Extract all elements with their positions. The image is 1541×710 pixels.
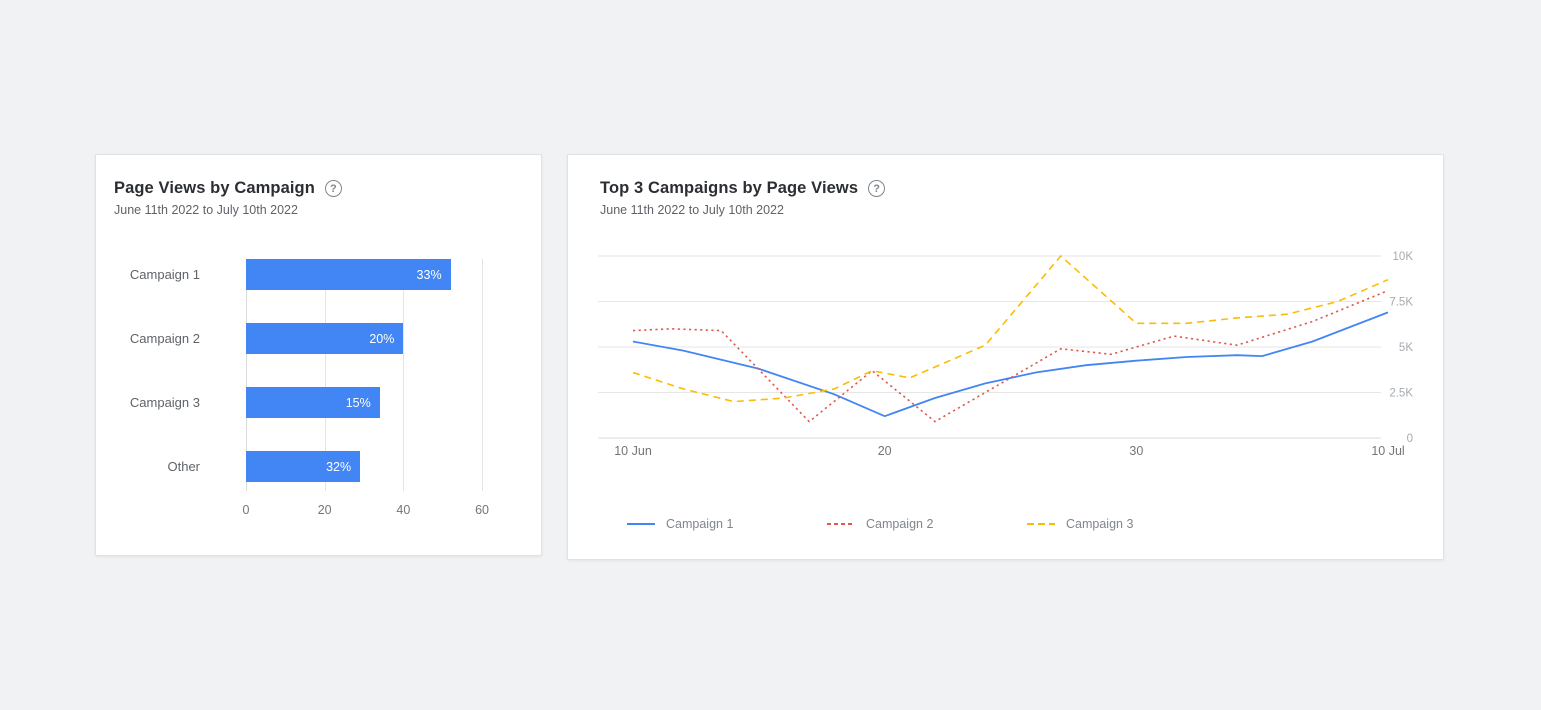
legend-label: Campaign 3 <box>1066 517 1134 531</box>
bar-x-tick-label: 20 <box>317 503 332 517</box>
x-axis-tick-label: 10 Jul <box>1371 444 1404 458</box>
bar-card-title: Page Views by Campaign <box>114 179 315 197</box>
legend-label: Campaign 2 <box>866 517 934 531</box>
legend-item[interactable]: Campaign 3 <box>1026 517 1226 531</box>
legend-item[interactable]: Campaign 2 <box>826 517 1026 531</box>
top-campaigns-card: Top 3 Campaigns by Page Views ? June 11t… <box>567 154 1444 560</box>
bar-card-header: Page Views by Campaign ? June 11th 2022 … <box>96 155 541 217</box>
y-axis-tick-label: 10K <box>1393 251 1414 263</box>
legend-line-icon <box>627 523 655 525</box>
bar-gridline <box>403 259 405 491</box>
x-axis-tick-label: 20 <box>878 444 892 458</box>
bar-card-subtitle: June 11th 2022 to July 10th 2022 <box>114 203 298 217</box>
series-line[interactable] <box>632 289 1389 423</box>
help-icon[interactable]: ? <box>324 180 342 197</box>
legend-line-icon <box>1027 523 1055 525</box>
legend-item[interactable]: Campaign 1 <box>626 517 826 531</box>
bar-x-axis: 0 20 40 60 <box>242 503 490 519</box>
line-card-title-row: Top 3 Campaigns by Page Views ? <box>600 179 1411 198</box>
bar-chart: Campaign 1 Campaign 2 Campaign 3 Other 33% 2… <box>96 259 541 555</box>
legend-label: Campaign 1 <box>666 517 734 531</box>
bar[interactable]: 33% <box>246 259 451 290</box>
bar[interactable]: 15% <box>246 387 380 418</box>
chart-legend: Campaign 1 Campaign 2 Campaign 3 <box>598 517 1445 531</box>
bar-card-title-row: Page Views by Campaign ? <box>114 179 523 198</box>
page-views-by-campaign-card: Page Views by Campaign ? June 11th 2022 … <box>95 154 542 556</box>
bar-value-label: 33% <box>416 267 442 282</box>
help-icon[interactable]: ? <box>868 180 886 197</box>
bar-category-label: Campaign 2 <box>129 331 200 346</box>
line-card-header: Top 3 Campaigns by Page Views ? June 11t… <box>568 155 1443 217</box>
bar-value-label: 15% <box>345 395 371 410</box>
bar-category-label: Other <box>167 459 200 474</box>
bar-x-tick-label: 60 <box>475 503 490 517</box>
y-axis-tick-label: 2.5K <box>1389 388 1413 400</box>
series-line[interactable] <box>632 311 1389 418</box>
bar-value-label: 20% <box>369 331 395 346</box>
y-axis-tick-label: 5K <box>1399 342 1413 354</box>
line-chart: 0 2.5K 5K 7.5K 10K 10 Jun 20 30 10 Jul Campaign … <box>598 251 1445 531</box>
bar-category-labels: Campaign 1 Campaign 2 Campaign 3 Other <box>114 259 200 491</box>
bar-plot-area: 33% 20% 15% 32% <box>246 259 486 491</box>
bar-gridline <box>482 259 484 491</box>
bar-x-tick-label: 0 <box>242 503 250 517</box>
bar-value-label: 32% <box>326 459 352 474</box>
line-plot-area: 0 2.5K 5K 7.5K 10K 10 Jun 20 30 10 Jul <box>598 251 1414 458</box>
bar-category-label: Campaign 3 <box>129 395 200 410</box>
line-card-title: Top 3 Campaigns by Page Views <box>600 179 859 197</box>
y-axis-tick-label: 0 <box>1407 433 1413 445</box>
bar-x-tick-label: 40 <box>396 503 411 517</box>
x-axis-tick-label: 30 <box>1129 444 1143 458</box>
legend-line-icon <box>827 523 855 525</box>
bar[interactable]: 32% <box>246 451 361 482</box>
x-axis-tick-label: 10 Jun <box>614 444 652 458</box>
bar-gridline <box>246 259 247 491</box>
y-axis-tick-label: 7.5K <box>1389 297 1413 309</box>
bar[interactable]: 20% <box>246 323 404 354</box>
line-card-subtitle: June 11th 2022 to July 10th 2022 <box>600 203 784 217</box>
bar-category-label: Campaign 1 <box>129 267 200 282</box>
series-line[interactable] <box>632 254 1389 403</box>
bar-gridline <box>324 259 326 491</box>
